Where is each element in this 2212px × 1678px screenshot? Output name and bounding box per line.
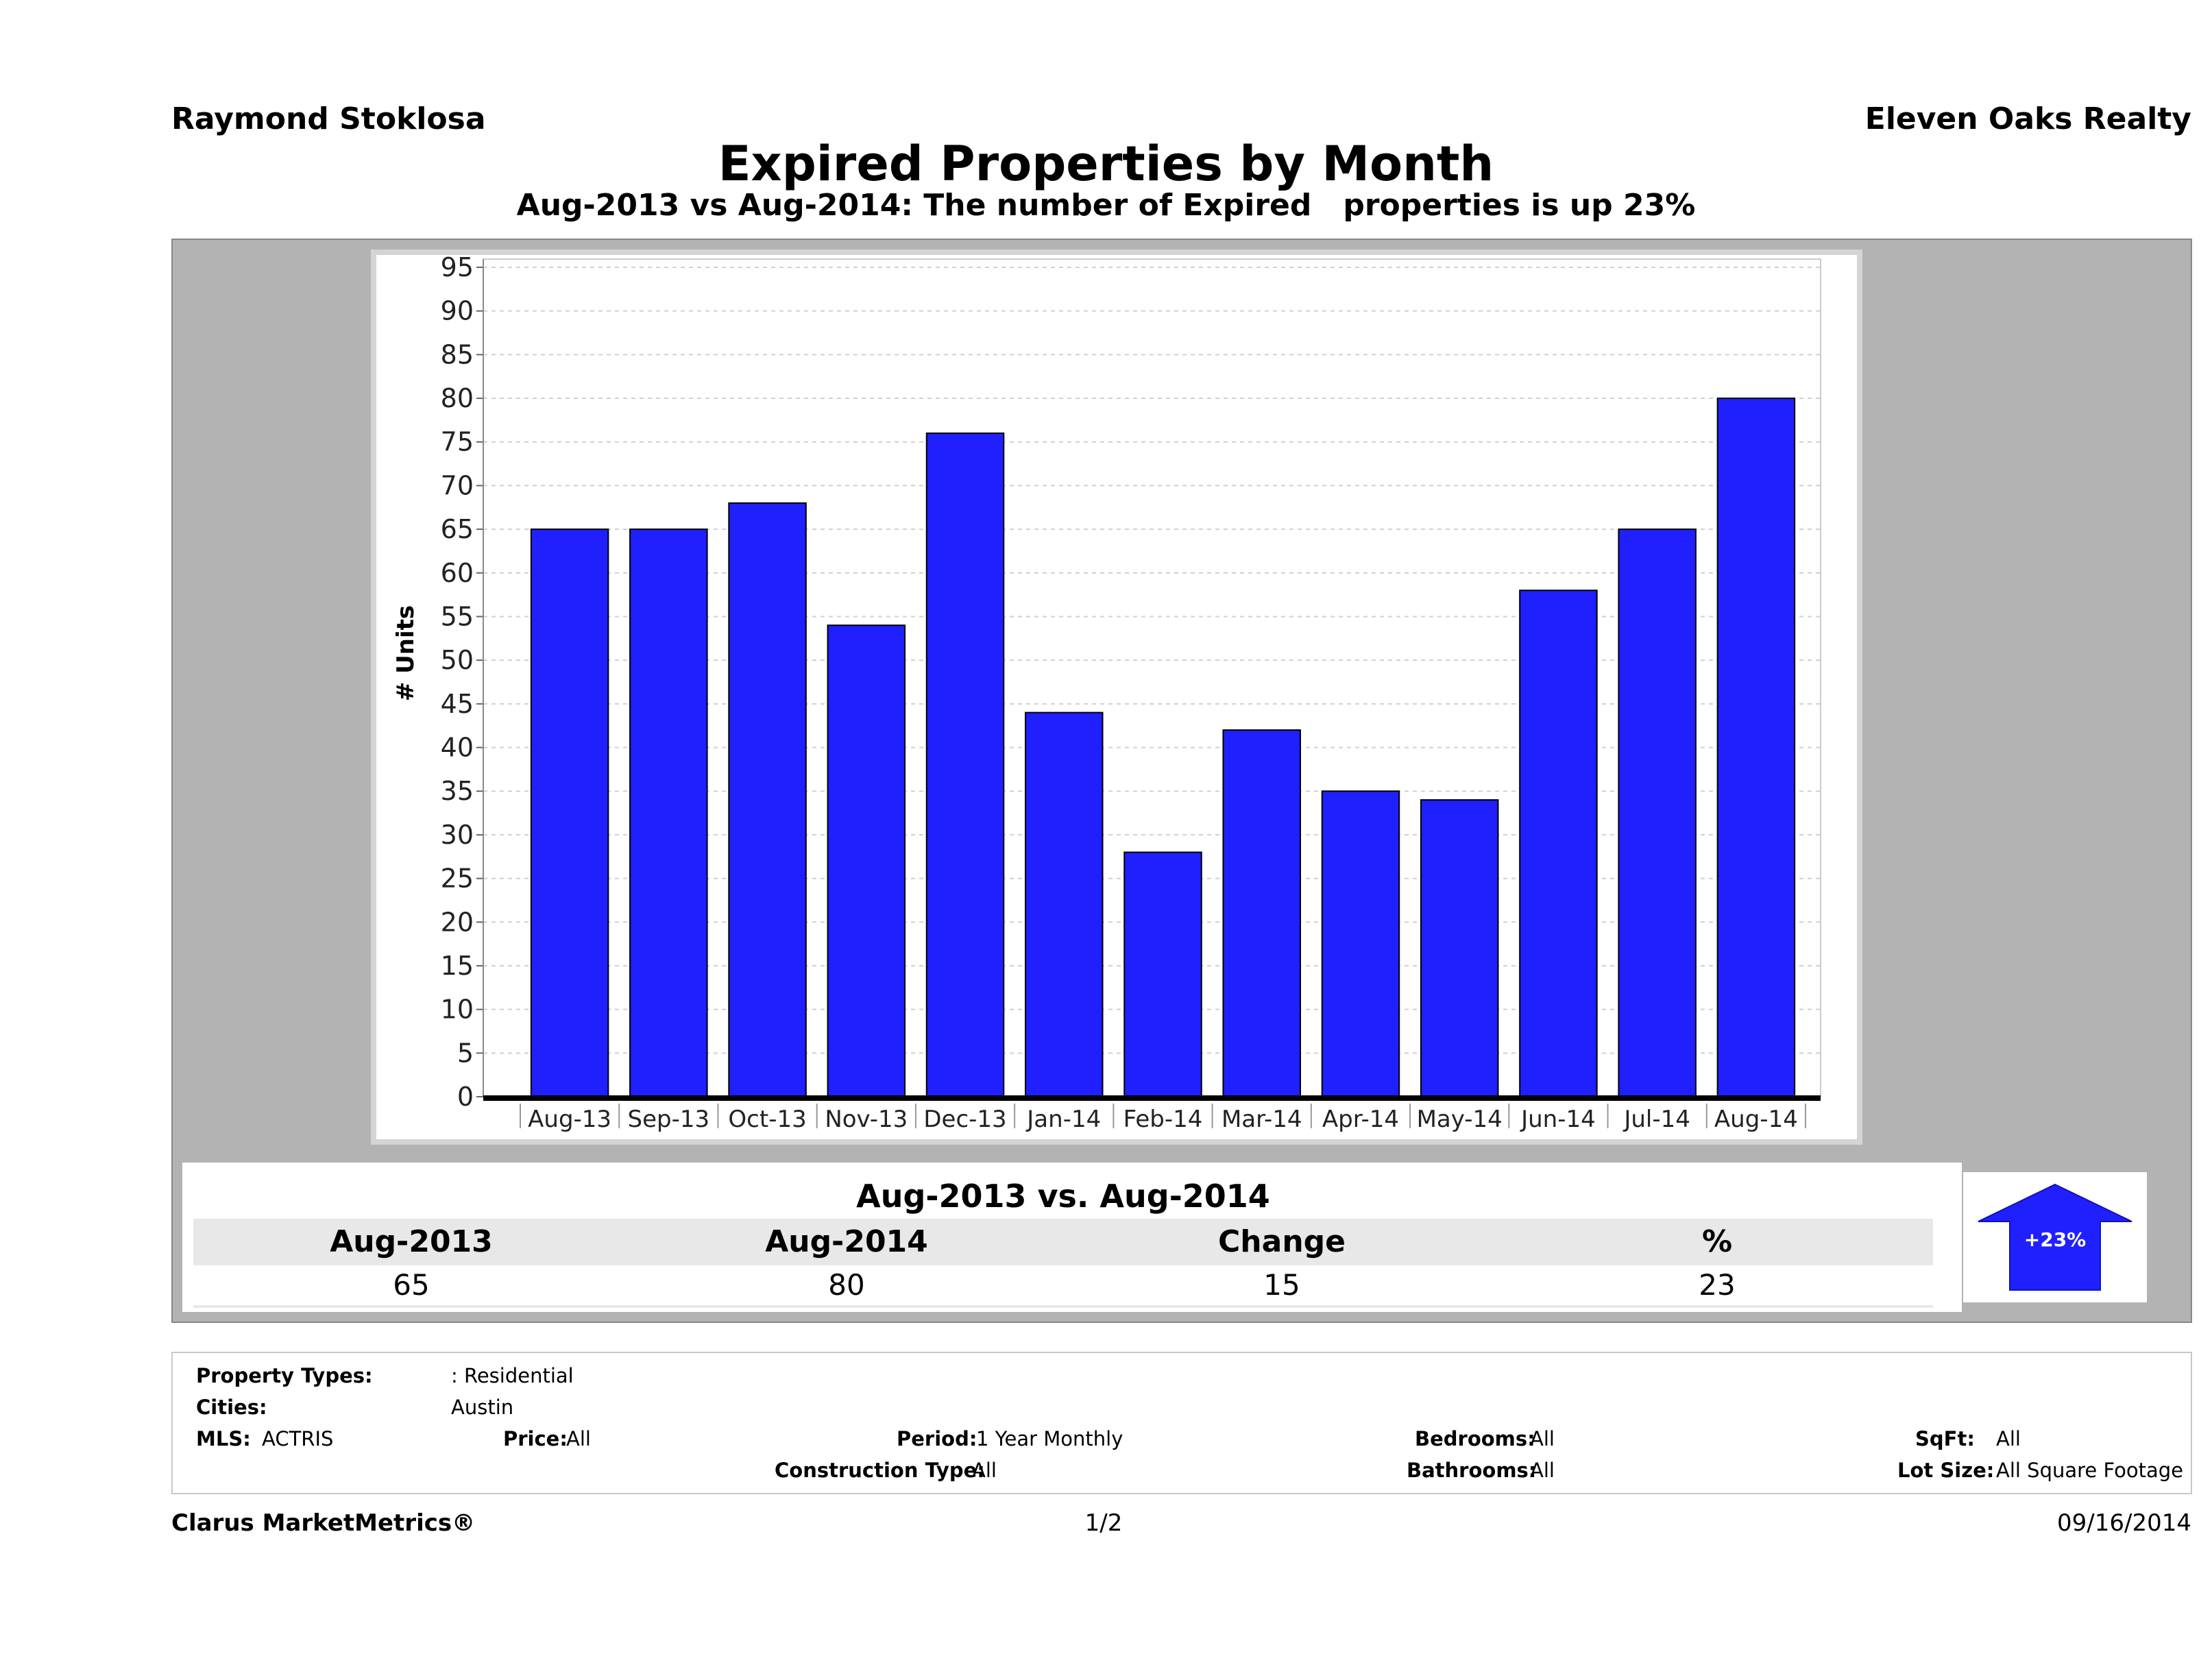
y-axis-label: # Units	[392, 605, 420, 701]
cities-label: Cities:	[196, 1396, 267, 1419]
construction-type-value: All	[972, 1459, 997, 1482]
summary-value-aug-2013: 65	[393, 1268, 430, 1302]
summary-title: Aug-2013 vs. Aug-2014	[856, 1178, 1270, 1215]
bar-may-14	[1420, 799, 1499, 1098]
bedrooms-label: Bedrooms:	[1415, 1427, 1535, 1450]
mls-value: ACTRIS	[262, 1427, 334, 1450]
up-arrow-icon: +23%	[1978, 1183, 2132, 1291]
bar-feb-14	[1123, 851, 1202, 1097]
y-tick-label: 55	[441, 601, 474, 631]
x-tick-label: Aug-14	[1714, 1106, 1798, 1133]
bar-jan-14	[1025, 712, 1104, 1097]
bar-jul-14	[1618, 528, 1697, 1097]
y-tick-label: 85	[441, 339, 474, 369]
property-types-label: Property Types:	[196, 1364, 373, 1387]
change-badge: +23%	[1963, 1172, 2147, 1302]
y-tick-label: 50	[441, 645, 474, 675]
y-tick-label: 40	[441, 733, 474, 763]
bar-aug-14	[1716, 398, 1796, 1098]
x-tick-label: May-14	[1417, 1106, 1503, 1133]
x-tick-label: Jul-14	[1622, 1106, 1690, 1133]
y-tick-label: 75	[441, 427, 474, 457]
summary-header-percent: %	[1701, 1224, 1733, 1259]
x-tick-label: Mar-14	[1222, 1106, 1302, 1133]
bar-dec-13	[925, 433, 1005, 1097]
page-number: 1/2	[1084, 1509, 1123, 1537]
y-tick-label: 0	[457, 1082, 474, 1112]
y-tick-label: 10	[441, 995, 474, 1025]
sqft-label: SqFt:	[1915, 1427, 1975, 1450]
x-tick-label: Feb-14	[1123, 1106, 1203, 1133]
x-tick-label: Dec-13	[923, 1106, 1006, 1133]
bar-nov-13	[827, 624, 906, 1097]
bathrooms-value: All	[1530, 1459, 1555, 1482]
cities-value: Austin	[451, 1396, 514, 1419]
summary-header-aug-2013: Aug-2013	[330, 1224, 493, 1259]
summary-value-change: 15	[1263, 1268, 1300, 1302]
y-tick-label: 45	[441, 689, 474, 719]
price-label: Price:	[503, 1427, 568, 1450]
bar-chart: 0 5 10 15 20 25 30 35 40 45 50 55 60 65 70 75 80 85 90 95 Au…	[392, 252, 1821, 1133]
brand-name: Clarus MarketMetrics®	[171, 1509, 476, 1537]
bar-mar-14	[1222, 729, 1301, 1097]
mls-label: MLS:	[196, 1427, 251, 1450]
summary-value-percent: 23	[1699, 1268, 1736, 1302]
change-badge-label: +23%	[2024, 1228, 2086, 1251]
lot-size-value: All Square Footage	[1996, 1459, 2184, 1482]
bar-aug-13	[530, 528, 609, 1097]
y-tick-label: 60	[441, 558, 474, 588]
brokerage-name: Eleven Oaks Realty	[1864, 101, 2191, 136]
summary-header-aug-2014: Aug-2014	[765, 1224, 928, 1259]
chart-subtitle: Aug-2013 vs Aug-2014: The number of Expi…	[516, 188, 1696, 223]
y-tick-label: 95	[441, 252, 474, 282]
period-label: Period:	[897, 1427, 977, 1450]
filters-box	[171, 1352, 2192, 1494]
property-types-value: : Residential	[451, 1364, 574, 1387]
summary-values-row	[193, 1265, 1933, 1305]
summary-header-change: Change	[1218, 1224, 1346, 1259]
x-tick-label: Apr-14	[1322, 1106, 1399, 1133]
y-tick-label: 35	[441, 776, 474, 806]
y-tick-label: 70	[441, 470, 474, 500]
x-tick-label: Oct-13	[728, 1106, 806, 1133]
price-value: All	[566, 1427, 591, 1450]
sqft-value: All	[1996, 1427, 2021, 1450]
summary-value-aug-2014: 80	[828, 1268, 865, 1302]
bar-jun-14	[1519, 589, 1598, 1097]
y-tick-label: 65	[441, 514, 474, 544]
bathrooms-label: Bathrooms:	[1407, 1459, 1537, 1482]
bar-apr-14	[1321, 790, 1400, 1097]
y-tick-label: 25	[441, 864, 474, 894]
construction-type-label: Construction Type:	[775, 1459, 985, 1482]
x-tick-label: Jan-14	[1025, 1106, 1101, 1133]
y-tick-label: 30	[441, 820, 474, 850]
bar-sep-13	[629, 528, 708, 1097]
lot-size-label: Lot Size:	[1897, 1459, 1995, 1482]
y-tick-label: 80	[441, 383, 474, 413]
report-date: 09/16/2014	[2057, 1509, 2191, 1537]
chart-title: Expired Properties by Month	[718, 136, 1494, 192]
y-tick-label: 15	[441, 951, 474, 981]
y-tick-label: 90	[441, 296, 474, 326]
y-tick-label: 5	[457, 1038, 474, 1068]
bar-oct-13	[728, 502, 807, 1098]
x-tick-label: Aug-13	[528, 1106, 611, 1133]
bedrooms-value: All	[1530, 1427, 1555, 1450]
x-tick-label: Jun-14	[1520, 1106, 1596, 1133]
period-value: 1 Year Monthly	[976, 1427, 1123, 1450]
x-tick-label: Nov-13	[825, 1106, 908, 1133]
summary-title-row	[193, 1174, 1933, 1219]
y-tick-label: 20	[441, 907, 474, 937]
x-tick-label: Sep-13	[628, 1106, 710, 1133]
agent-name: Raymond Stoklosa	[171, 101, 486, 136]
